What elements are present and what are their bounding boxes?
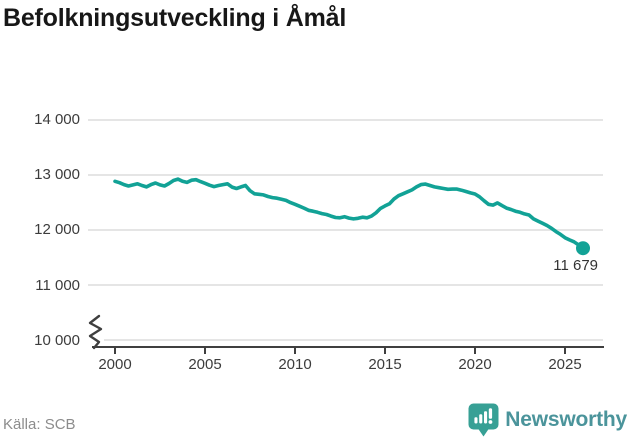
gridline-11000 — [88, 284, 603, 286]
gridline-14000 — [88, 119, 603, 121]
population-line — [113, 177, 585, 250]
end-value-label: 11 679 — [553, 257, 598, 274]
x-axis-label: 2025 — [548, 356, 582, 373]
x-axis-label: 2015 — [368, 356, 402, 373]
newsworthy-logo: Newsworthy — [468, 403, 627, 437]
y-axis-label: 11 000 — [35, 277, 80, 294]
newsworthy-wordmark: Newsworthy — [505, 408, 627, 431]
y-axis-label: 13 000 — [34, 166, 80, 183]
gridline-13000 — [88, 174, 603, 176]
y-axis-label: 14 000 — [34, 111, 80, 128]
y-axis-label: 10 000 — [34, 332, 80, 349]
page-title: Befolkningsutveckling i Åmål — [3, 4, 347, 32]
x-axis-tick — [384, 348, 386, 354]
x-axis-label: 2000 — [98, 356, 132, 373]
x-axis-tick — [204, 348, 206, 354]
gridline-12000 — [88, 229, 603, 231]
source-credit: Källa: SCB — [3, 416, 76, 433]
x-axis-line — [92, 346, 604, 348]
x-axis-tick — [114, 348, 116, 354]
gridline-10000 — [104, 339, 603, 341]
x-axis-label: 2005 — [188, 356, 222, 373]
x-axis-label: 2010 — [278, 356, 312, 373]
x-axis-tick — [474, 348, 476, 354]
y-axis-label: 12 000 — [34, 221, 80, 238]
end-point-marker — [576, 241, 590, 256]
x-axis-tick — [294, 348, 296, 354]
x-axis-label: 2020 — [458, 356, 492, 373]
x-axis-tick — [564, 348, 566, 354]
newsworthy-bubble-chart-icon — [468, 403, 499, 437]
